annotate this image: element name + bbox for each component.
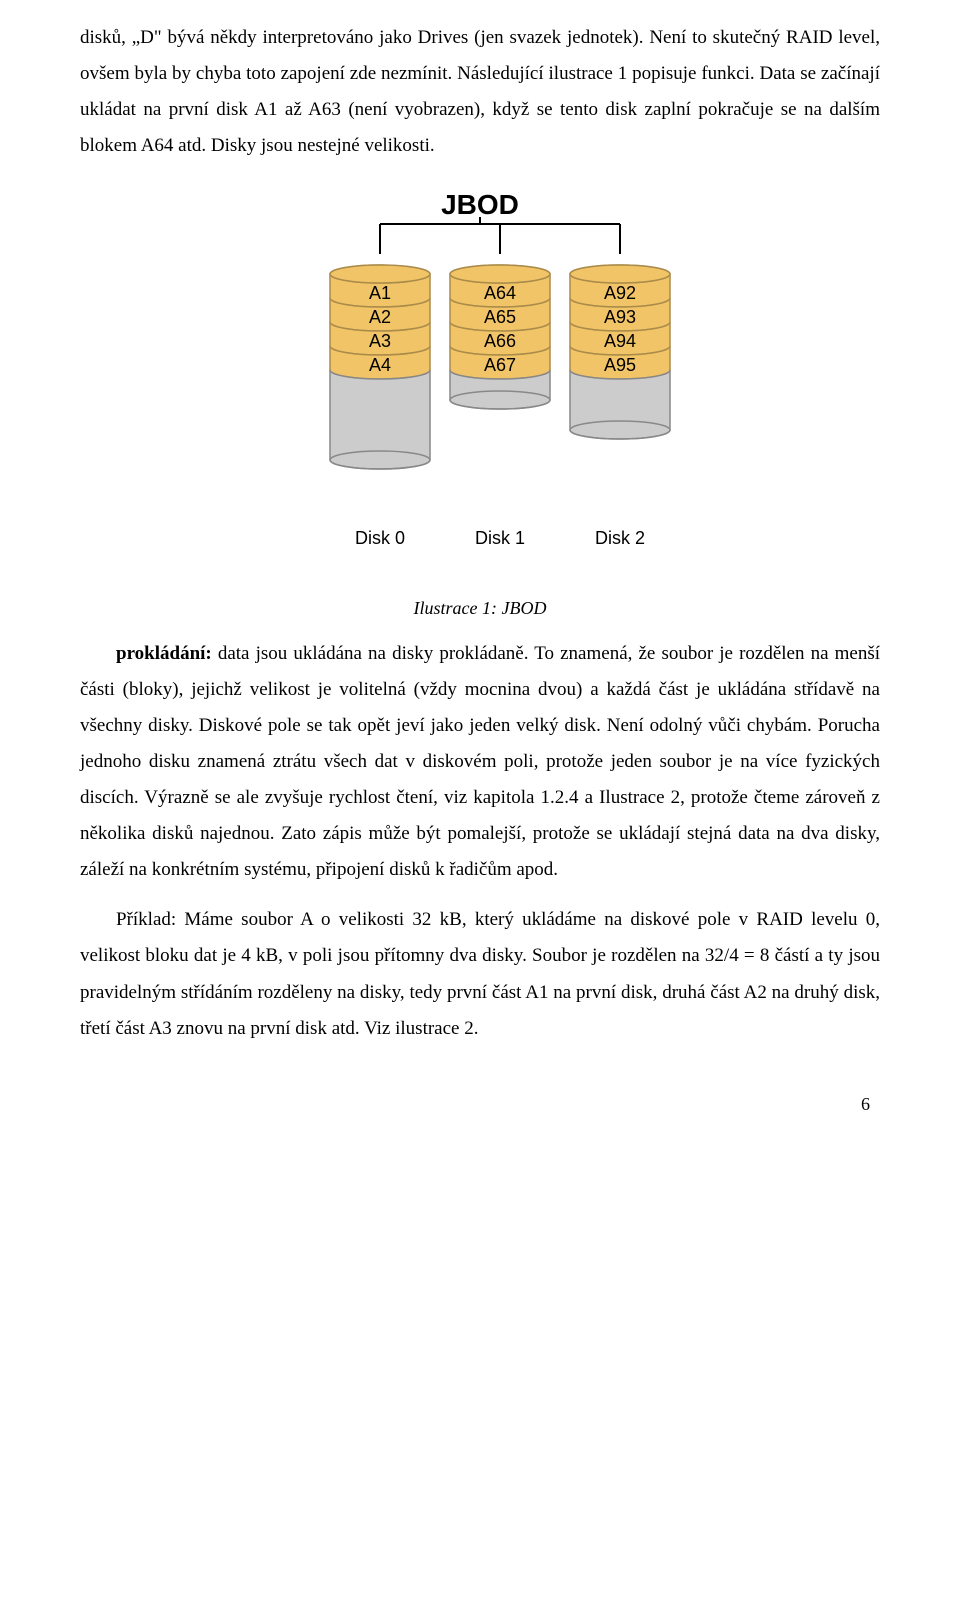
svg-text:Disk 2: Disk 2 xyxy=(595,528,645,548)
paragraph-2: prokládání: data jsou ukládána na disky … xyxy=(80,636,880,889)
svg-text:A94: A94 xyxy=(604,331,636,351)
svg-text:A92: A92 xyxy=(604,283,636,303)
paragraph-2-lead: prokládání: xyxy=(116,643,212,664)
svg-text:A2: A2 xyxy=(369,307,391,327)
svg-text:JBOD: JBOD xyxy=(441,189,519,220)
svg-text:Disk 0: Disk 0 xyxy=(355,528,405,548)
svg-text:A95: A95 xyxy=(604,355,636,375)
svg-text:A4: A4 xyxy=(369,355,391,375)
svg-text:A1: A1 xyxy=(369,283,391,303)
page-number: 6 xyxy=(80,1087,880,1121)
jbod-diagram: JBOD A1 A2 A3 A4 Disk 0 A64 A65 A66 A67 Disk 1 A92 A… xyxy=(270,184,690,574)
svg-text:A64: A64 xyxy=(484,283,516,303)
svg-text:Disk 1: Disk 1 xyxy=(475,528,525,548)
paragraph-2-rest: data jsou ukládána na disky prokládaně. … xyxy=(80,643,880,881)
figure-container: JBOD A1 A2 A3 A4 Disk 0 A64 A65 A66 A67 Disk 1 A92 A… xyxy=(80,184,880,625)
document-page: disků, „D" bývá někdy interpretováno jak… xyxy=(0,0,960,1161)
svg-text:A67: A67 xyxy=(484,355,516,375)
figure-caption: Ilustrace 1: JBOD xyxy=(80,591,880,625)
paragraph-1: disků, „D" bývá někdy interpretováno jak… xyxy=(80,20,880,164)
svg-text:A65: A65 xyxy=(484,307,516,327)
svg-text:A3: A3 xyxy=(369,331,391,351)
paragraph-3: Příklad: Máme soubor A o velikosti 32 kB… xyxy=(80,902,880,1046)
svg-text:A93: A93 xyxy=(604,307,636,327)
svg-text:A66: A66 xyxy=(484,331,516,351)
